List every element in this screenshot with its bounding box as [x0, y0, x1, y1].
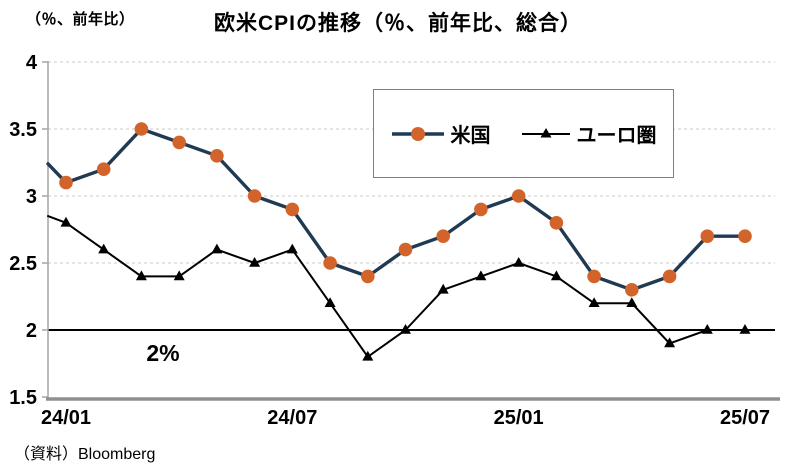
- us-data-point: [323, 256, 337, 270]
- euro-series-line: [47, 215, 746, 358]
- us-data-point: [474, 202, 488, 217]
- y-tick-label: 2.5: [9, 253, 37, 275]
- us-data-point: [172, 135, 186, 150]
- euro-data-point: [324, 297, 336, 307]
- two-percent-label: 2%: [146, 340, 180, 366]
- euro-data-point: [626, 297, 638, 307]
- y-tick-label: 1.5: [9, 387, 37, 409]
- us-data-point: [662, 269, 677, 284]
- euro-data-point: [135, 270, 147, 281]
- x-tick-label: 24/07: [267, 407, 317, 429]
- legend: 米国 ユーロ圏: [373, 89, 674, 178]
- y-tick-label: 3.5: [9, 119, 37, 141]
- x-tick-label: 24/01: [41, 407, 91, 429]
- us-data-point: [134, 122, 149, 136]
- us-data-point: [361, 269, 375, 284]
- euro-data-point: [588, 297, 600, 307]
- euro-data-point: [286, 243, 298, 254]
- chart-title: 欧米CPIの推移（％、前年比、総合）: [213, 12, 582, 35]
- us-data-point: [587, 269, 601, 284]
- us-data-point: [59, 175, 73, 190]
- euro-data-point: [400, 324, 411, 334]
- y-tick-label: 4: [26, 52, 38, 74]
- euro-data-point: [211, 243, 223, 254]
- euro-data-point: [739, 324, 751, 334]
- euro-data-point: [701, 324, 713, 334]
- us-data-point: [625, 283, 639, 297]
- euro-data-point: [664, 337, 676, 348]
- us-data-point: [549, 216, 564, 230]
- us-line-circle-icon: [391, 126, 444, 141]
- x-tick-label: 25/01: [494, 407, 544, 429]
- euro-data-point: [249, 257, 261, 267]
- us-data-point: [700, 229, 715, 243]
- legend-label-us: 米国: [450, 125, 491, 147]
- us-data-point: [285, 202, 300, 217]
- x-tick-label: 25/07: [720, 407, 770, 429]
- legend-item-euro: ユーロ圏: [521, 119, 657, 148]
- euro-data-point: [437, 283, 449, 294]
- us-data-point: [511, 189, 526, 203]
- us-data-point: [436, 229, 451, 243]
- euro-data-point: [475, 270, 487, 281]
- us-data-point: [210, 149, 224, 163]
- euro-data-point: [362, 350, 374, 361]
- us-data-point: [96, 162, 111, 176]
- us-data-point: [738, 229, 752, 243]
- euro-data-point: [550, 270, 562, 281]
- legend-label-euro: ユーロ圏: [576, 125, 657, 147]
- y-tick-label: 2: [26, 320, 37, 342]
- us-data-point: [247, 189, 262, 203]
- y-axis-unit-label: （％、前年比）: [26, 11, 135, 28]
- euro-data-point: [98, 243, 110, 254]
- euro-data-point: [60, 216, 72, 227]
- us-data-point: [398, 242, 413, 257]
- y-tick-label: 3: [26, 186, 37, 208]
- euro-data-point: [513, 257, 525, 267]
- euro-data-point: [173, 270, 185, 281]
- euro-line-triangle-icon: [521, 127, 570, 137]
- legend-item-us: 米国: [391, 119, 491, 148]
- source-note: （資料）Bloomberg: [14, 446, 156, 463]
